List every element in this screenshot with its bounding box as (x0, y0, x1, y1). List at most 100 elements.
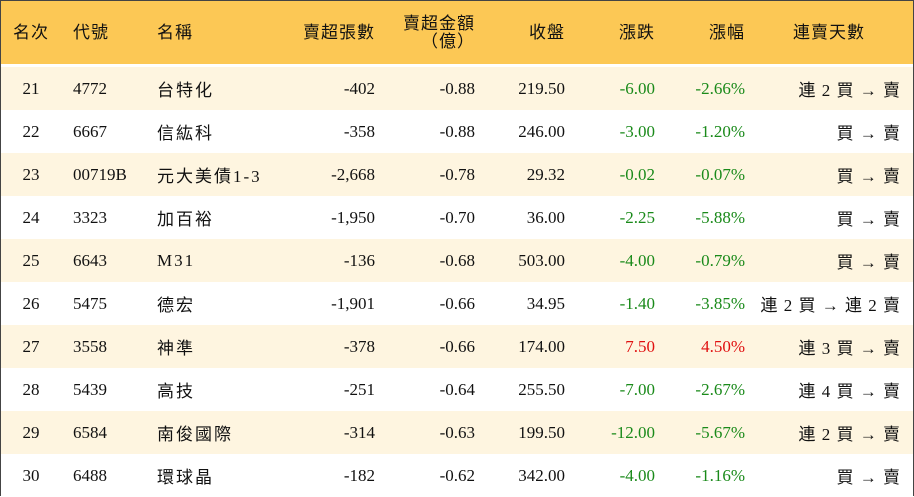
cell-days: 買 → 賣 (836, 167, 901, 186)
cell-sell-amount: -0.64 (439, 379, 475, 399)
cell-code: 6488 (73, 465, 107, 485)
cell-close: 246.00 (518, 121, 565, 141)
table-row[interactable]: 27 3558 神準 -378 -0.66 174.00 7.50 4.50% … (1, 325, 913, 368)
cell-sell-amount: -0.78 (439, 164, 475, 184)
cell-change-pct: -2.66% (695, 78, 745, 98)
cell-close: 255.50 (518, 379, 565, 399)
cell-code: 00719B (73, 164, 127, 184)
cell-change: -12.00 (611, 422, 655, 442)
cell-change-pct: -1.16% (695, 465, 745, 485)
cell-rank: 21 (22, 78, 40, 98)
cell-sell-volume: -2,668 (331, 164, 375, 184)
cell-close: 503.00 (518, 250, 565, 270)
cell-change-pct: -3.85% (695, 293, 745, 313)
cell-rank: 27 (22, 336, 40, 356)
cell-change: -1.40 (619, 293, 655, 313)
cell-code: 6667 (73, 121, 107, 141)
header-sell-amount-title: 賣超金額 (403, 13, 475, 33)
cell-name: 環球晶 (157, 468, 214, 487)
cell-days: 連 2 買 → 連 2 賣 (760, 296, 901, 315)
cell-name: 神準 (157, 339, 195, 358)
cell-name: 元大美債1-3 (157, 167, 262, 186)
cell-sell-volume: -402 (343, 78, 375, 98)
cell-sell-volume: -378 (343, 336, 375, 356)
table-row[interactable]: 25 6643 M31 -136 -0.68 503.00 -4.00 -0.7… (1, 239, 913, 282)
table-row[interactable]: 29 6584 南俊國際 -314 -0.63 199.50 -12.00 -5… (1, 411, 913, 454)
header-change[interactable]: 漲跌 (619, 22, 655, 42)
cell-code: 3558 (73, 336, 107, 356)
header-change-pct[interactable]: 漲幅 (709, 22, 745, 42)
cell-change: -7.00 (619, 379, 655, 399)
table-row[interactable]: 24 3323 加百裕 -1,950 -0.70 36.00 -2.25 -5.… (1, 196, 913, 239)
cell-close: 174.00 (518, 336, 565, 356)
cell-close: 342.00 (518, 465, 565, 485)
cell-name: 德宏 (157, 296, 195, 315)
header-row: 名次 代號 名稱 賣超張數 賣超金額 （億） 收盤 漲跌 漲幅 連賣天數 (1, 1, 913, 64)
cell-close: 36.00 (526, 207, 565, 227)
table-row[interactable]: 22 6667 信紘科 -358 -0.88 246.00 -3.00 -1.2… (1, 110, 913, 153)
cell-sell-amount: -0.66 (439, 293, 475, 313)
cell-code: 6643 (73, 250, 107, 270)
cell-code: 5475 (73, 293, 107, 313)
cell-name: 信紘科 (157, 124, 214, 143)
cell-sell-volume: -136 (343, 250, 375, 270)
cell-sell-amount: -0.70 (439, 207, 475, 227)
cell-rank: 23 (22, 164, 40, 184)
cell-change-pct: -0.07% (695, 164, 745, 184)
cell-change-pct: -1.20% (695, 121, 745, 141)
cell-rank: 26 (22, 293, 40, 313)
header-close[interactable]: 收盤 (529, 22, 565, 42)
cell-rank: 28 (22, 379, 40, 399)
cell-change-pct: -5.88% (695, 207, 745, 227)
cell-name: 加百裕 (157, 210, 214, 229)
cell-sell-volume: -1,950 (331, 207, 375, 227)
cell-sell-volume: -1,901 (331, 293, 375, 313)
cell-days: 買 → 賣 (836, 253, 901, 272)
table-row[interactable]: 30 6488 環球晶 -182 -0.62 342.00 -4.00 -1.1… (1, 454, 913, 497)
cell-code: 4772 (73, 78, 107, 98)
cell-close: 34.95 (526, 293, 565, 313)
cell-sell-volume: -182 (343, 465, 375, 485)
cell-rank: 25 (22, 250, 40, 270)
cell-change: -4.00 (619, 465, 655, 485)
table-body: 21 4772 台特化 -402 -0.88 219.50 -6.00 -2.6… (1, 67, 913, 497)
cell-change: -0.02 (619, 164, 655, 184)
table-header: 名次 代號 名稱 賣超張數 賣超金額 （億） 收盤 漲跌 漲幅 連賣天數 (1, 1, 913, 67)
cell-change-pct: -0.79% (695, 250, 745, 270)
header-code[interactable]: 代號 (73, 22, 109, 42)
cell-close: 199.50 (518, 422, 565, 442)
cell-name: 台特化 (157, 81, 214, 100)
cell-change: 7.50 (625, 336, 655, 356)
header-sell-amount-unit: （億） (421, 31, 475, 51)
cell-sell-amount: -0.63 (439, 422, 475, 442)
header-sell-amount[interactable]: 賣超金額 （億） (375, 1, 475, 64)
cell-sell-volume: -314 (343, 422, 375, 442)
cell-rank: 29 (22, 422, 40, 442)
cell-name: 南俊國際 (157, 425, 233, 444)
table-row[interactable]: 23 00719B 元大美債1-3 -2,668 -0.78 29.32 -0.… (1, 153, 913, 196)
cell-days: 連 2 買 → 賣 (798, 425, 901, 444)
cell-code: 3323 (73, 207, 107, 227)
cell-days: 連 4 買 → 賣 (798, 382, 901, 401)
cell-sell-volume: -358 (343, 121, 375, 141)
cell-sell-amount: -0.68 (439, 250, 475, 270)
table-row[interactable]: 21 4772 台特化 -402 -0.88 219.50 -6.00 -2.6… (1, 67, 913, 110)
cell-days: 買 → 賣 (836, 210, 901, 229)
cell-code: 5439 (73, 379, 107, 399)
cell-rank: 30 (22, 465, 40, 485)
header-rank[interactable]: 名次 (13, 22, 49, 42)
cell-rank: 22 (22, 121, 40, 141)
header-days[interactable]: 連賣天數 (793, 22, 865, 42)
cell-change-pct: -2.67% (695, 379, 745, 399)
cell-sell-amount: -0.66 (439, 336, 475, 356)
cell-code: 6584 (73, 422, 107, 442)
cell-name: 高技 (157, 382, 195, 401)
table-row[interactable]: 26 5475 德宏 -1,901 -0.66 34.95 -1.40 -3.8… (1, 282, 913, 325)
header-name[interactable]: 名稱 (157, 22, 193, 42)
cell-rank: 24 (22, 207, 40, 227)
cell-change-pct: -5.67% (695, 422, 745, 442)
header-sell-volume[interactable]: 賣超張數 (303, 22, 375, 42)
table-row[interactable]: 28 5439 高技 -251 -0.64 255.50 -7.00 -2.67… (1, 368, 913, 411)
cell-change: -4.00 (619, 250, 655, 270)
cell-close: 219.50 (518, 78, 565, 98)
